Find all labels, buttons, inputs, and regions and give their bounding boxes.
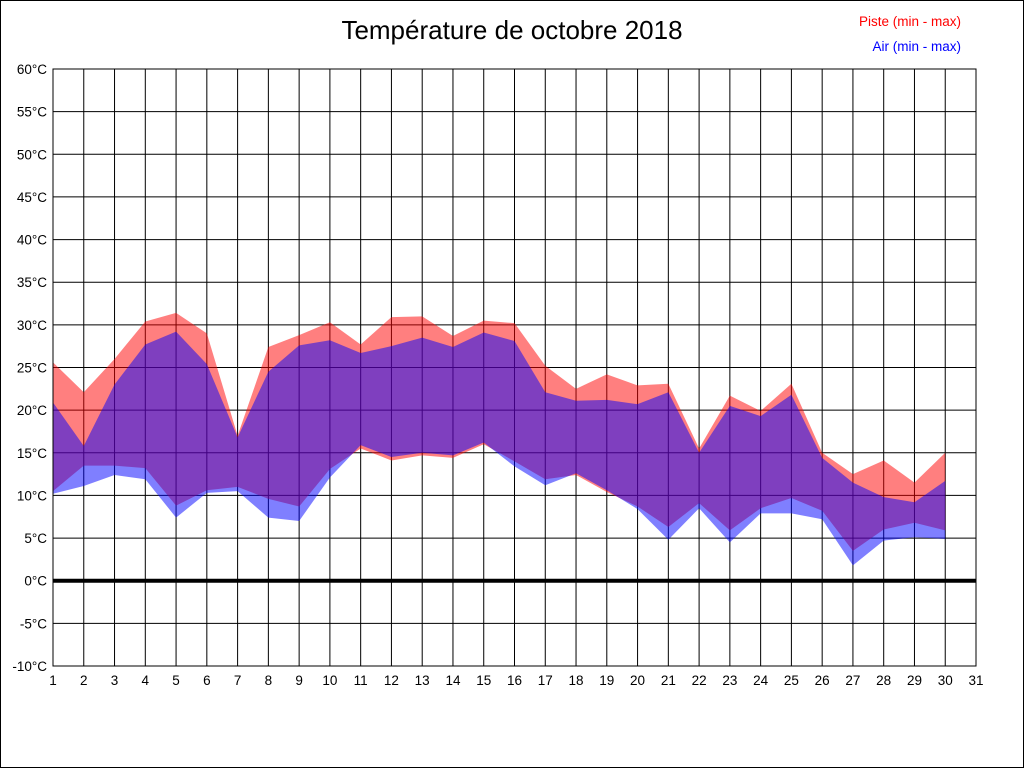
x-tick-label: 12 <box>384 673 399 688</box>
x-tick-label: 19 <box>599 673 614 688</box>
x-tick-label: 9 <box>295 673 303 688</box>
x-tick-label: 11 <box>354 673 368 688</box>
x-tick-label: 7 <box>234 673 242 688</box>
x-tick-label: 1 <box>49 673 57 688</box>
x-tick-label: 21 <box>661 673 676 688</box>
y-tick-label: 15°C <box>17 446 47 461</box>
y-tick-label: -5°C <box>20 616 47 631</box>
x-tick-label: 27 <box>845 673 860 688</box>
y-tick-label: 45°C <box>17 190 47 205</box>
x-tick-label: 10 <box>322 673 337 688</box>
x-tick-label: 26 <box>815 673 830 688</box>
plot-border <box>52 68 977 667</box>
x-tick-label: 22 <box>692 673 707 688</box>
y-tick-label: 50°C <box>17 147 47 162</box>
x-tick-label: 2 <box>80 673 88 688</box>
y-tick-label: 10°C <box>17 488 47 503</box>
x-tick-label: 30 <box>938 673 953 688</box>
x-tick-label: 15 <box>476 673 491 688</box>
legend-item-piste: Piste (min - max) <box>858 14 961 29</box>
legend: Piste (min - max) Air (min - max) <box>859 9 961 59</box>
y-tick-label: 20°C <box>17 403 47 418</box>
x-tick-label: 5 <box>172 673 180 688</box>
x-tick-label: 29 <box>907 673 922 688</box>
x-tick-label: 20 <box>630 673 645 688</box>
x-tick-label: 8 <box>265 673 273 688</box>
x-tick-label: 16 <box>507 673 522 688</box>
y-tick-label: 30°C <box>17 318 47 333</box>
y-tick-label: 5°C <box>24 531 47 546</box>
x-tick-label: 28 <box>876 673 891 688</box>
legend-item-air: Air (min - max) <box>872 39 962 54</box>
chart-title: Température de octobre 2018 <box>341 15 683 45</box>
x-tick-label: 24 <box>753 673 769 688</box>
air-band <box>53 331 946 566</box>
x-tick-label: 31 <box>968 673 983 688</box>
y-tick-label: 55°C <box>17 105 47 120</box>
x-tick-label: 13 <box>415 673 430 688</box>
y-tick-label: 25°C <box>17 361 47 376</box>
x-tick-label: 25 <box>784 673 799 688</box>
x-tick-label: 14 <box>445 673 461 688</box>
y-tick-label: 40°C <box>17 233 47 248</box>
x-tick-label: 6 <box>203 673 211 688</box>
y-tick-label: -10°C <box>12 659 47 674</box>
x-tick-label: 18 <box>569 673 584 688</box>
y-tick-label: 0°C <box>24 574 47 589</box>
x-tick-label: 4 <box>142 673 150 688</box>
x-tick-label: 17 <box>538 673 553 688</box>
x-tick-label: 23 <box>722 673 737 688</box>
y-tick-label: 60°C <box>17 62 47 77</box>
y-tick-label: 35°C <box>17 275 47 290</box>
x-tick-label: 3 <box>111 673 119 688</box>
